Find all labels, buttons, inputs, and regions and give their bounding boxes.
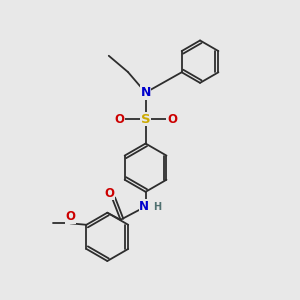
Text: N: N (140, 86, 151, 99)
Text: N: N (139, 200, 149, 213)
Text: O: O (114, 112, 124, 126)
Text: H: H (153, 202, 161, 212)
Text: S: S (141, 112, 150, 126)
Text: O: O (167, 112, 177, 126)
Text: O: O (65, 210, 75, 223)
Text: O: O (104, 187, 114, 200)
